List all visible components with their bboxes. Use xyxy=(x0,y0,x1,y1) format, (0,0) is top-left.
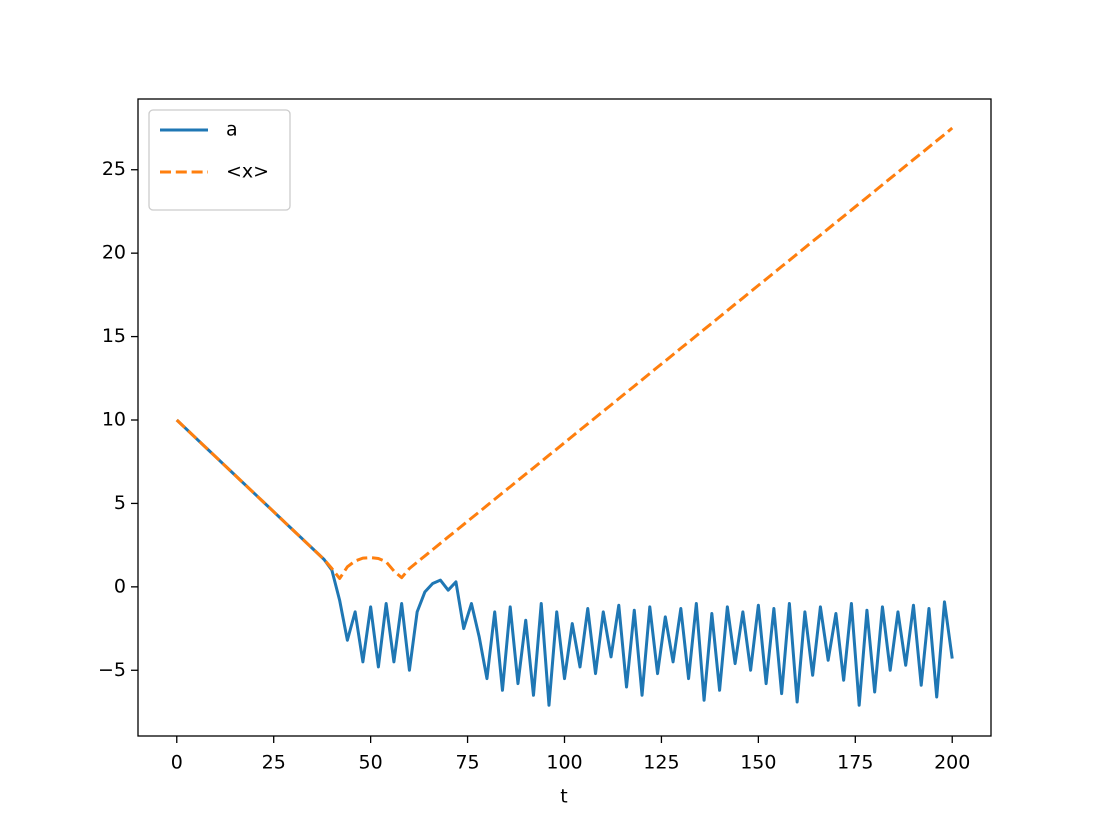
legend-label: a xyxy=(226,119,238,141)
x-tick-label: 25 xyxy=(262,752,286,774)
y-tick-label: 0 xyxy=(114,575,126,597)
y-tick-label: 5 xyxy=(114,492,126,514)
x-tick-label: 150 xyxy=(740,752,776,774)
legend-label: <x> xyxy=(226,161,269,183)
x-axis-label: t xyxy=(560,786,567,808)
y-tick-label: 10 xyxy=(102,409,126,431)
legend-box xyxy=(148,109,291,211)
x-tick-label: 50 xyxy=(359,752,383,774)
y-tick-label: 25 xyxy=(102,158,126,180)
x-tick-label: 125 xyxy=(643,752,679,774)
x-tick-label: 200 xyxy=(934,752,970,774)
axes-frame xyxy=(137,98,992,737)
y-tick-label: −5 xyxy=(98,659,126,681)
x-tick-label: 0 xyxy=(171,752,183,774)
x-tick-label: 175 xyxy=(837,752,873,774)
y-tick-label: 15 xyxy=(102,325,126,347)
x-tick-label: 100 xyxy=(546,752,582,774)
line-series xyxy=(175,126,954,580)
y-tick-label: 20 xyxy=(102,242,126,264)
x-tick-label: 75 xyxy=(455,752,479,774)
